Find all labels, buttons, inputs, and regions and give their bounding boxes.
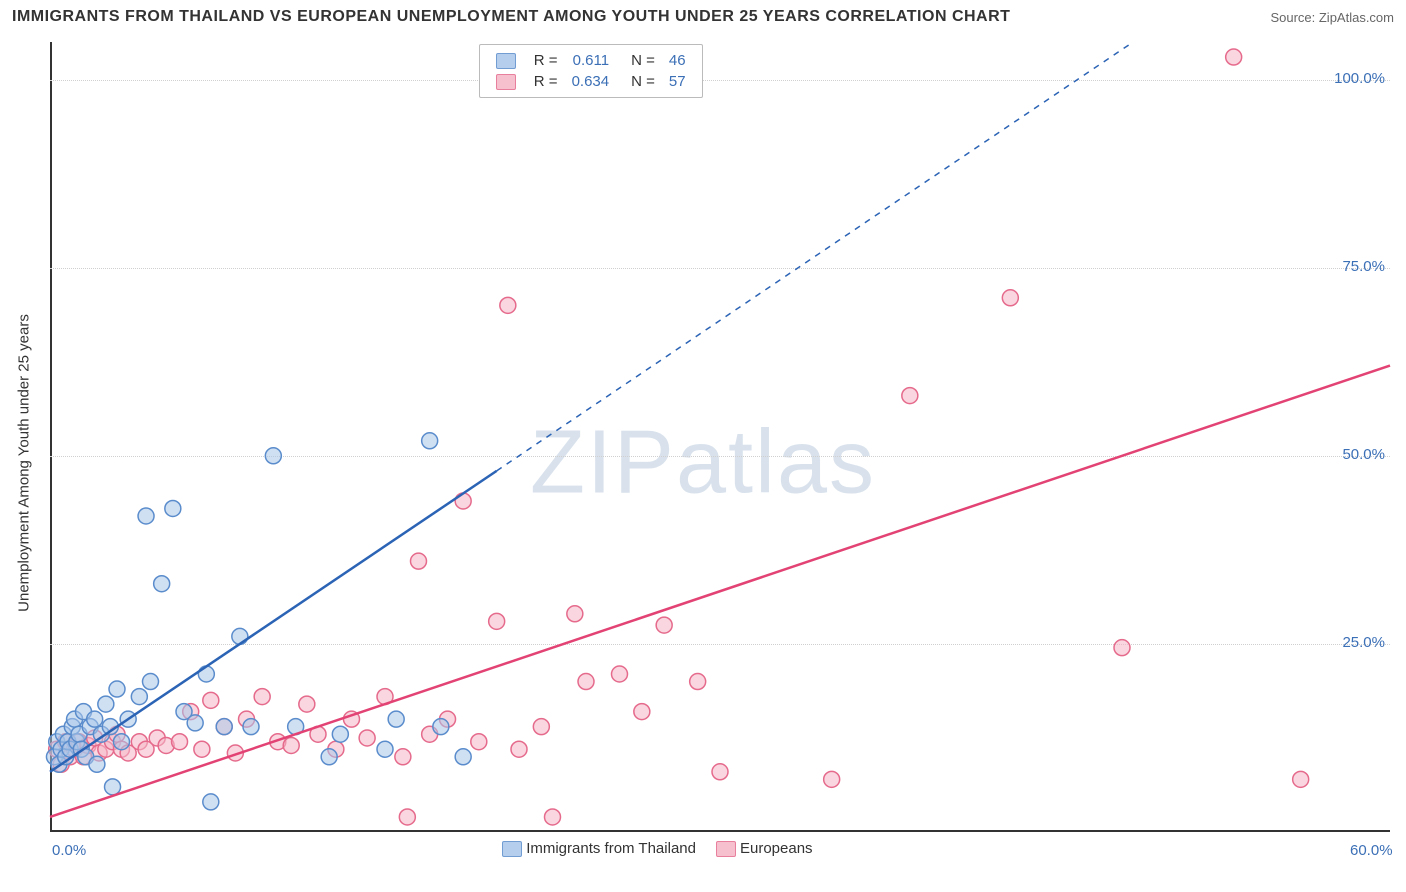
trend-line: [50, 366, 1390, 817]
data-point: [422, 433, 438, 449]
legend-swatch: [496, 74, 516, 90]
data-point: [299, 696, 315, 712]
data-point: [332, 726, 348, 742]
data-point: [399, 809, 415, 825]
data-point: [656, 617, 672, 633]
chart-svg: [0, 34, 1406, 892]
data-point: [533, 719, 549, 735]
data-point: [388, 711, 404, 727]
data-point: [1114, 640, 1130, 656]
data-point: [105, 779, 121, 795]
legend-item-label: Europeans: [740, 840, 813, 857]
data-point: [243, 719, 259, 735]
trend-line-extrapolated: [497, 42, 1134, 471]
data-point: [321, 749, 337, 765]
source-label: Source: ZipAtlas.com: [1270, 10, 1394, 25]
data-point: [377, 741, 393, 757]
legend-swatch: [502, 841, 522, 857]
chart-title: IMMIGRANTS FROM THAILAND VS EUROPEAN UNE…: [12, 8, 1010, 26]
data-point: [578, 674, 594, 690]
data-point: [265, 448, 281, 464]
data-point: [1226, 49, 1242, 65]
data-point: [489, 613, 505, 629]
data-point: [198, 666, 214, 682]
correlation-legend: R =0.611N =46R =0.634N =57: [479, 44, 703, 98]
legend-item: Immigrants from Thailand: [502, 840, 696, 857]
data-point: [1293, 771, 1309, 787]
data-point: [98, 696, 114, 712]
data-point: [455, 749, 471, 765]
data-point: [165, 500, 181, 516]
data-point: [109, 681, 125, 697]
legend-item: Europeans: [716, 840, 813, 857]
legend-item-label: Immigrants from Thailand: [526, 840, 696, 857]
data-point: [690, 674, 706, 690]
data-point: [154, 576, 170, 592]
chart-area: Unemployment Among Youth under 25 years …: [0, 34, 1406, 892]
data-point: [254, 689, 270, 705]
legend-swatch: [716, 841, 736, 857]
data-point: [216, 719, 232, 735]
data-point: [511, 741, 527, 757]
data-point: [89, 756, 105, 772]
data-point: [824, 771, 840, 787]
data-point: [359, 730, 375, 746]
data-point: [113, 734, 129, 750]
data-point: [712, 764, 728, 780]
data-point: [433, 719, 449, 735]
data-point: [232, 628, 248, 644]
data-point: [411, 553, 427, 569]
data-point: [395, 749, 411, 765]
data-point: [283, 737, 299, 753]
data-point: [471, 734, 487, 750]
data-point: [545, 809, 561, 825]
data-point: [194, 741, 210, 757]
data-point: [1002, 290, 1018, 306]
data-point: [203, 794, 219, 810]
data-point: [455, 493, 471, 509]
data-point: [138, 508, 154, 524]
data-point: [902, 388, 918, 404]
data-point: [87, 711, 103, 727]
data-point: [634, 704, 650, 720]
data-point: [187, 715, 203, 731]
data-point: [500, 297, 516, 313]
data-point: [612, 666, 628, 682]
series-legend: Immigrants from Thailand Europeans: [492, 840, 822, 861]
data-point: [203, 692, 219, 708]
data-point: [131, 689, 147, 705]
legend-table: R =0.611N =46R =0.634N =57: [488, 49, 694, 93]
data-point: [172, 734, 188, 750]
legend-swatch: [496, 53, 516, 69]
data-point: [567, 606, 583, 622]
header-bar: IMMIGRANTS FROM THAILAND VS EUROPEAN UNE…: [0, 0, 1406, 34]
data-point: [143, 674, 159, 690]
